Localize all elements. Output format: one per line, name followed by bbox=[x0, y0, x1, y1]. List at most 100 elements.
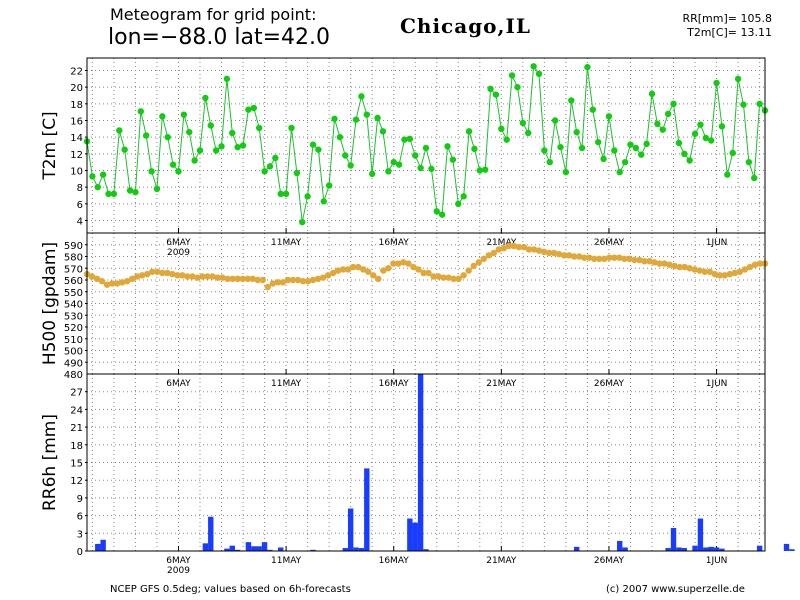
h500-point bbox=[380, 267, 387, 274]
t2m-point bbox=[557, 143, 564, 151]
rr6h-bar bbox=[622, 547, 628, 551]
t2m-point bbox=[212, 147, 220, 154]
t2m-point bbox=[568, 97, 575, 104]
t2m-point bbox=[207, 122, 214, 129]
t2m-point bbox=[132, 188, 139, 196]
t2m-point bbox=[670, 100, 677, 108]
t2m-point bbox=[325, 182, 333, 189]
h500-point bbox=[304, 277, 312, 285]
h500-point bbox=[495, 246, 503, 253]
t2m-point bbox=[578, 144, 586, 152]
h500-point bbox=[646, 258, 653, 265]
t2m-point bbox=[320, 198, 327, 205]
location-title: Chicago,IL bbox=[400, 14, 531, 38]
t2m-point bbox=[186, 128, 193, 136]
rr6h-bar bbox=[310, 549, 316, 551]
title-line-2: lon=−88.0 lat=42.0 bbox=[108, 25, 330, 50]
t2m-point bbox=[718, 123, 726, 130]
rr6h-bar bbox=[697, 518, 704, 551]
y-tick-label: 580 bbox=[64, 253, 83, 264]
rr6h-bar bbox=[353, 547, 359, 551]
rr6h-bar bbox=[245, 542, 252, 551]
t2m-point bbox=[293, 169, 301, 177]
h500-point bbox=[550, 249, 558, 257]
h500-point bbox=[339, 266, 347, 273]
y-tick-label: 6 bbox=[77, 200, 83, 211]
t2m-point bbox=[385, 168, 392, 175]
h500-point bbox=[736, 268, 744, 275]
h500-point bbox=[701, 268, 708, 275]
h500-point bbox=[601, 255, 608, 263]
h500-point bbox=[430, 273, 437, 280]
h500-point bbox=[721, 272, 729, 279]
h500-point bbox=[169, 270, 176, 278]
h500-point bbox=[239, 275, 246, 283]
t2m-point bbox=[514, 83, 521, 91]
y-tick-label: 14 bbox=[70, 133, 83, 144]
h500-point bbox=[134, 273, 141, 280]
t2m-point bbox=[648, 90, 656, 98]
h500-point bbox=[390, 260, 397, 267]
t2m-point bbox=[250, 104, 258, 112]
h500-point bbox=[425, 269, 432, 277]
t2m-point bbox=[541, 147, 548, 154]
summary-stats: RR[mm]= 105.8 T2m[C]= 13.11 bbox=[682, 12, 772, 40]
t2m-point bbox=[245, 106, 252, 113]
t2m-series-line bbox=[86, 64, 766, 223]
t2m-point bbox=[99, 171, 107, 178]
h500-point bbox=[400, 259, 407, 266]
h500-point bbox=[631, 256, 638, 264]
h500-point bbox=[616, 254, 623, 261]
y-axis-label: RR6h [mm] bbox=[40, 414, 60, 511]
rr6h-bar bbox=[681, 548, 687, 551]
h500-point bbox=[289, 276, 297, 284]
t2m-point bbox=[530, 63, 537, 70]
rr6h-bar bbox=[407, 518, 413, 551]
h500-point bbox=[741, 266, 749, 273]
t2m-point bbox=[525, 129, 532, 137]
t2m-point bbox=[702, 134, 710, 142]
h500-point bbox=[199, 273, 206, 280]
rr6h-bar bbox=[713, 547, 720, 551]
footer-copyright: (c) 2007 www.superzelle.de bbox=[606, 584, 745, 595]
x-tick-label: 26MAY bbox=[594, 238, 625, 248]
h500-point bbox=[596, 255, 603, 263]
t2m-point bbox=[659, 126, 666, 133]
h500-point bbox=[139, 272, 146, 279]
h500-point bbox=[209, 273, 216, 280]
t2m-point bbox=[368, 170, 376, 178]
x-tick-label: 6MAY bbox=[166, 379, 191, 389]
h500-point bbox=[681, 263, 688, 271]
t2m-point bbox=[401, 136, 408, 143]
h500-point bbox=[355, 263, 362, 271]
y-tick-label: 24 bbox=[70, 405, 83, 416]
t2m-point bbox=[503, 136, 510, 143]
h500-point bbox=[98, 277, 106, 285]
t2m-point bbox=[288, 124, 295, 132]
rr6h-bar bbox=[347, 508, 354, 551]
t2m-point bbox=[643, 140, 650, 148]
t2m-point bbox=[691, 130, 699, 138]
h500-point bbox=[415, 266, 422, 273]
h500-point bbox=[344, 266, 352, 273]
t2m-point bbox=[573, 128, 580, 136]
t2m-point bbox=[444, 143, 451, 150]
rr6h-bar bbox=[234, 549, 241, 551]
t2m-point bbox=[433, 208, 440, 215]
h500-point bbox=[696, 267, 703, 274]
t2m-point bbox=[481, 166, 489, 173]
y-tick-label: 18 bbox=[70, 100, 83, 111]
h500-point bbox=[525, 246, 533, 253]
t2m-point bbox=[729, 149, 736, 157]
h500-point bbox=[691, 266, 698, 273]
t2m-point bbox=[465, 128, 473, 135]
rr6h-bar bbox=[412, 522, 418, 551]
t2m-point bbox=[724, 171, 731, 178]
footer-source: NCEP GFS 0.5deg; values based on 6h-fore… bbox=[110, 584, 351, 595]
x-tick-sublabel: 2009 bbox=[167, 566, 190, 576]
h500-point bbox=[144, 270, 151, 278]
y-tick-label: 22 bbox=[70, 67, 83, 78]
h500-point bbox=[365, 268, 372, 275]
t2m-point bbox=[358, 93, 365, 100]
t2m-point bbox=[584, 63, 591, 71]
